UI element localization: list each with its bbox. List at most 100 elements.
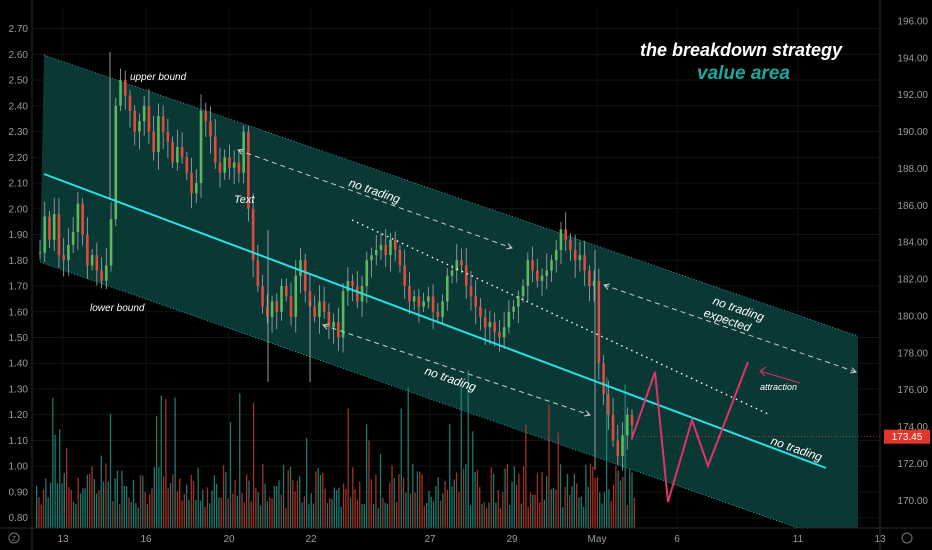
volume-bar: [520, 503, 522, 528]
volume-bar: [409, 493, 412, 528]
volume-bar: [476, 469, 479, 528]
right-tick-label: 196.00: [897, 16, 928, 27]
candle-body: [142, 105, 146, 122]
no-trading-arrow-1: [237, 149, 513, 249]
volume-bar: [569, 494, 571, 528]
volume-bar: [479, 486, 481, 528]
volume-bar: [280, 494, 282, 528]
candle-body: [86, 234, 89, 266]
volume-bar: [271, 498, 273, 528]
volume-bar: [582, 506, 585, 528]
volume-bar: [391, 465, 393, 528]
volume-bar: [172, 474, 174, 528]
volume-bar: [566, 473, 569, 528]
volume-bar: [592, 466, 594, 528]
last-price-label: 173.45: [892, 432, 923, 443]
volume-bar: [285, 507, 287, 528]
lower-bound-label: lower bound: [90, 303, 145, 314]
volume-bar: [474, 472, 476, 528]
candle-body: [502, 327, 506, 338]
volume-bar: [153, 467, 155, 528]
no-trading-arrow-1-head: [505, 243, 513, 250]
candle-body: [76, 203, 80, 232]
volume-bar: [483, 501, 485, 528]
volume-bar: [317, 467, 319, 528]
left-tick-label: 0.80: [9, 513, 29, 524]
x-tick-label: 6: [674, 534, 680, 545]
volume-bar: [435, 486, 437, 528]
volume-bar: [370, 479, 372, 528]
volume-bar: [232, 493, 234, 528]
volume-bar: [359, 481, 361, 528]
volume-bar: [324, 488, 326, 528]
volume-bar: [89, 473, 91, 528]
volume-bar: [400, 408, 402, 528]
candle-body: [351, 280, 354, 287]
volume-bar: [82, 488, 84, 528]
candle-body: [398, 249, 402, 266]
candle-body: [403, 265, 406, 287]
volume-bar: [257, 492, 259, 528]
candle-body: [247, 131, 250, 209]
volume-bar: [419, 471, 421, 528]
candle-body: [138, 121, 141, 132]
right-tick-label: 184.00: [897, 238, 928, 249]
candle-body: [427, 296, 430, 302]
candle-body: [469, 286, 473, 297]
last-price-badge: [884, 429, 930, 444]
volume-bar: [303, 496, 305, 528]
volume-bar: [559, 464, 562, 528]
volume-bar: [202, 489, 204, 528]
volume-bar: [594, 477, 596, 528]
volume-bar: [497, 490, 499, 528]
volume-bar: [61, 483, 63, 528]
volume-bar: [319, 474, 322, 528]
volume-bar: [539, 501, 541, 528]
volume-bar: [66, 447, 68, 528]
right-tick-label: 192.00: [897, 90, 928, 101]
candle-body: [346, 280, 350, 292]
volume-bar: [488, 502, 490, 528]
volume-bar: [213, 475, 215, 528]
left-tick-label: 1.40: [9, 359, 29, 370]
candle-body: [332, 322, 335, 328]
candle-body: [531, 260, 534, 271]
volume-bar: [453, 479, 455, 528]
volume-bar: [631, 472, 633, 528]
no-trading-arrow-2-head: [584, 410, 591, 417]
candle-body: [412, 296, 416, 302]
volume-bar: [211, 490, 213, 528]
volume-bar: [543, 499, 545, 528]
volume-bar: [130, 501, 132, 528]
candle-body: [237, 162, 241, 173]
volume-bar: [225, 471, 227, 528]
right-tick-label: 182.00: [897, 275, 928, 286]
volume-bar: [68, 486, 70, 528]
volume-bar: [562, 507, 564, 528]
volume-bar: [276, 486, 278, 528]
candle-body: [512, 306, 515, 312]
volume-bar: [96, 493, 98, 528]
candle-body: [578, 255, 582, 261]
volume-bar: [345, 488, 347, 528]
right-tick-label: 176.00: [897, 385, 928, 396]
volume-bar: [338, 487, 340, 528]
volume-bar: [162, 476, 165, 528]
candle-body: [157, 116, 160, 153]
overlays: [43, 148, 880, 503]
candle-body: [611, 414, 615, 441]
volume-bar: [564, 486, 566, 528]
candle-body: [526, 260, 530, 287]
volume-bar: [299, 476, 301, 528]
candle-body: [90, 255, 94, 266]
candle-body: [161, 116, 165, 132]
candle-body: [228, 157, 231, 168]
left-tick-label: 2.10: [9, 179, 29, 190]
volume-bar: [536, 473, 539, 528]
projection-zigzag: [631, 361, 749, 503]
candle-body: [71, 231, 75, 245]
volume-bar: [119, 504, 121, 528]
candle-body: [479, 306, 482, 317]
volume-bar: [209, 503, 211, 528]
volume-bar: [428, 490, 430, 528]
